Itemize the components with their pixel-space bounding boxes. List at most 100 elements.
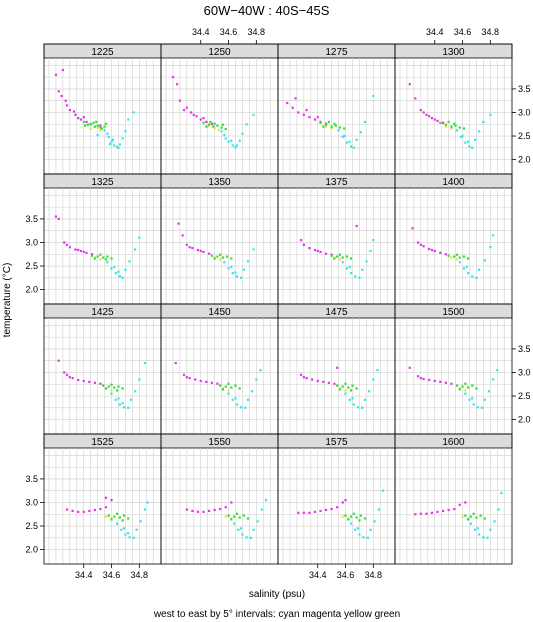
data-point-cyan — [110, 140, 113, 143]
data-point-cyan — [246, 398, 250, 401]
data-point-cyan — [227, 140, 230, 143]
data-point-cyan — [124, 533, 127, 536]
data-point-yellow — [455, 258, 459, 261]
data-point-cyan — [478, 533, 481, 536]
panel-strip-label: 1325 — [91, 177, 114, 188]
data-point-cyan — [134, 390, 137, 393]
data-point-magenta — [313, 510, 317, 513]
data-point-green — [115, 512, 119, 515]
data-point-magenta — [464, 501, 467, 504]
data-point-magenta — [65, 373, 69, 376]
data-point-cyan — [352, 403, 355, 406]
panel-1550: 1550 — [160, 433, 279, 565]
data-point-magenta — [77, 378, 80, 382]
data-point-cyan — [241, 132, 244, 135]
data-point-green — [238, 516, 241, 519]
data-point-cyan — [106, 132, 109, 135]
panel-border — [277, 303, 396, 435]
data-point-magenta — [333, 382, 336, 385]
data-point-green — [345, 255, 349, 258]
data-point-green — [121, 387, 124, 390]
data-point-magenta — [419, 109, 422, 112]
data-point-cyan — [224, 137, 227, 140]
data-point-cyan — [473, 138, 477, 141]
data-point-magenta — [428, 115, 431, 118]
data-point-cyan — [103, 129, 106, 132]
data-point-cyan — [244, 406, 247, 409]
data-point-yellow — [99, 129, 102, 132]
data-point-green — [96, 124, 99, 127]
data-point-green — [464, 514, 467, 517]
data-point-yellow — [330, 127, 333, 130]
data-point-cyan — [122, 527, 126, 530]
data-point-cyan — [223, 133, 226, 137]
data-point-cyan — [487, 390, 491, 393]
panel-border — [160, 173, 279, 305]
data-point-magenta — [68, 376, 71, 379]
data-point-cyan — [128, 260, 131, 263]
data-point-cyan — [359, 131, 362, 134]
data-point-magenta — [322, 380, 325, 383]
panel-strip-label: 1275 — [325, 47, 348, 58]
data-point-green — [338, 126, 342, 129]
data-point-cyan — [372, 239, 375, 242]
data-point-magenta — [104, 506, 108, 509]
data-point-cyan — [113, 144, 116, 147]
data-point-magenta — [308, 247, 311, 250]
y-axis-title: temperature (°C) — [2, 263, 13, 338]
data-point-magenta — [428, 378, 431, 382]
data-point-magenta — [207, 252, 211, 255]
data-point-green — [102, 384, 105, 387]
data-point-magenta — [177, 222, 180, 225]
data-point-cyan — [118, 403, 121, 406]
data-point-magenta — [430, 511, 434, 514]
data-point-cyan — [466, 271, 470, 275]
data-point-cyan — [231, 271, 234, 275]
data-point-cyan — [354, 528, 357, 531]
data-point-magenta — [57, 359, 60, 362]
data-point-cyan — [114, 398, 117, 401]
data-point-green — [90, 254, 94, 257]
data-point-yellow — [99, 258, 102, 261]
panel-1525: 1525 — [43, 433, 162, 565]
data-point-cyan — [358, 533, 361, 536]
data-point-cyan — [251, 390, 254, 393]
data-point-yellow — [344, 389, 347, 392]
data-point-magenta — [176, 83, 179, 86]
data-point-cyan — [478, 130, 481, 133]
data-point-magenta — [297, 511, 300, 514]
panel-strip-label: 1225 — [91, 47, 114, 58]
data-point-green — [212, 125, 215, 128]
data-point-yellow — [450, 256, 453, 259]
data-point-cyan — [106, 261, 109, 264]
data-point-cyan — [483, 259, 486, 262]
panel-1300: 1300 — [394, 43, 513, 175]
data-point-magenta — [202, 510, 205, 513]
data-point-cyan — [118, 275, 121, 278]
data-point-green — [462, 127, 466, 130]
data-point-magenta — [330, 507, 333, 511]
panel-border — [160, 303, 279, 435]
data-point-magenta — [192, 113, 195, 116]
data-point-magenta — [453, 507, 456, 511]
data-point-green — [246, 517, 250, 520]
panel-strip-label: 1550 — [208, 437, 231, 448]
data-point-green — [117, 385, 120, 388]
data-point-magenta — [436, 510, 439, 513]
data-point-green — [230, 257, 233, 260]
x-tick-label: 34.4 — [75, 570, 93, 580]
data-point-cyan — [231, 144, 234, 147]
data-point-cyan — [129, 398, 133, 401]
data-point-magenta — [213, 508, 216, 512]
data-point-cyan — [230, 139, 233, 142]
data-point-magenta — [286, 101, 289, 105]
data-point-magenta — [408, 83, 411, 86]
data-point-cyan — [245, 123, 248, 126]
data-point-cyan — [344, 392, 347, 395]
x-tick-label: 34.6 — [337, 570, 355, 580]
data-point-green — [330, 125, 333, 128]
data-point-magenta — [99, 124, 102, 127]
data-point-magenta — [305, 109, 308, 112]
data-point-green — [104, 258, 108, 261]
